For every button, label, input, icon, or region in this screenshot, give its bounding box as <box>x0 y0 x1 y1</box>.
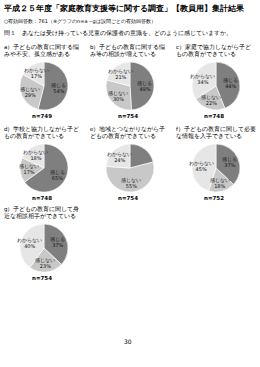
svg-text:49%: 49% <box>139 86 150 92</box>
svg-text:わからない: わからない <box>23 149 49 156</box>
svg-text:c）家庭で協力しながら子ど: c）家庭で協力しながら子ど <box>176 43 251 51</box>
svg-text:45%: 45% <box>196 166 207 172</box>
svg-text:感じない: 感じない <box>209 176 230 183</box>
svg-text:17%: 17% <box>31 73 42 79</box>
svg-text:17%: 17% <box>24 169 35 175</box>
svg-text:問１ あなたは受け持っている児童の保護者の意識を、どのように: 問１ あなたは受け持っている児童の保護者の意識を、どのように感じていますか。 <box>4 29 232 37</box>
svg-text:18%: 18% <box>30 155 41 161</box>
svg-text:わからない: わからない <box>107 151 133 158</box>
svg-text:みや不安、孤立感がある: みや不安、孤立感がある <box>4 50 70 58</box>
svg-text:わからない: わからない <box>188 159 214 166</box>
svg-text:b）子どもの教育に関する悩: b）子どもの教育に関する悩 <box>90 43 166 51</box>
svg-text:18%: 18% <box>214 183 225 189</box>
svg-text:わからない: わからない <box>23 67 49 74</box>
svg-text:44%: 44% <box>225 83 236 89</box>
svg-text:もの教育ができている: もの教育ができている <box>176 50 236 58</box>
svg-text:○有効回答数：761（※グラフのn=a～gは設問ごとの有効回: ○有効回答数：761（※グラフのn=a～gは設問ごとの有効回答数） <box>4 18 156 25</box>
svg-text:わからない: わからない <box>190 72 216 79</box>
svg-text:感じない: 感じない <box>201 94 222 101</box>
svg-text:40%: 40% <box>24 243 35 249</box>
svg-text:29%: 29% <box>25 92 36 98</box>
svg-text:感じない: 感じない <box>108 89 129 96</box>
svg-text:感じる: 感じる <box>51 81 67 88</box>
svg-text:g）子どもの教育に関して身: g）子どもの教育に関して身 <box>4 205 80 213</box>
svg-text:n=754: n=754 <box>118 195 138 201</box>
svg-text:n=748: n=748 <box>32 195 52 201</box>
svg-text:感じない: 感じない <box>121 176 142 183</box>
svg-text:21%: 21% <box>115 74 126 80</box>
svg-text:n=748: n=748 <box>204 113 224 119</box>
svg-text:f）子どもの教育に関して必要: f）子どもの教育に関して必要 <box>176 125 256 133</box>
svg-text:n=749: n=749 <box>32 113 52 119</box>
svg-text:24%: 24% <box>114 157 125 163</box>
svg-text:感じる: 感じる <box>223 77 239 84</box>
svg-text:30: 30 <box>124 338 132 345</box>
svg-text:感じない: 感じない <box>35 256 56 263</box>
svg-text:37%: 37% <box>224 162 235 168</box>
svg-text:n=754: n=754 <box>118 113 138 119</box>
svg-text:n=754: n=754 <box>32 275 52 281</box>
svg-text:感じる: 感じる <box>137 79 153 86</box>
svg-text:み等の相談が増えている: み等の相談が増えている <box>90 50 156 57</box>
svg-text:a）子どもの教育に関する悩: a）子どもの教育に関する悩 <box>4 43 79 51</box>
svg-text:平成２５年度「家庭教育支援等に関する調査」【教員用】集計結果: 平成２５年度「家庭教育支援等に関する調査」【教員用】集計結果 <box>3 3 245 13</box>
svg-text:もの教育ができている: もの教育ができている <box>4 132 64 140</box>
svg-text:54%: 54% <box>53 88 64 94</box>
svg-text:感じる: 感じる <box>50 236 66 242</box>
svg-text:わからない: わからない <box>108 68 134 75</box>
svg-text:55%: 55% <box>126 183 137 189</box>
svg-text:どもの教育ができている: どもの教育ができている <box>90 132 156 140</box>
svg-text:n=752: n=752 <box>204 195 224 201</box>
svg-text:65%: 65% <box>52 175 63 181</box>
svg-text:感じない: 感じない <box>19 163 40 170</box>
svg-text:近な相談相手ができている: 近な相談相手ができている <box>4 213 76 220</box>
svg-text:34%: 34% <box>197 79 208 85</box>
svg-text:23%: 23% <box>40 263 51 269</box>
svg-text:な情報を入手できている: な情報を入手できている <box>176 133 242 140</box>
svg-text:37%: 37% <box>52 242 63 248</box>
svg-text:感じる: 感じる <box>49 168 65 175</box>
svg-text:わからない: わからない <box>17 237 43 244</box>
svg-text:30%: 30% <box>113 96 124 102</box>
svg-text:e）地域とつながりながら子: e）地域とつながりながら子 <box>90 126 165 133</box>
svg-text:感じない: 感じない <box>20 86 41 92</box>
svg-text:感じる: 感じる <box>222 156 238 162</box>
svg-text:22%: 22% <box>206 100 217 106</box>
svg-text:d）学校と協力しながら子ど: d）学校と協力しながら子ど <box>4 126 80 133</box>
